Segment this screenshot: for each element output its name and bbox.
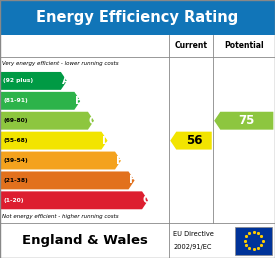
- Text: B: B: [75, 96, 83, 106]
- Text: G: G: [143, 195, 152, 205]
- Polygon shape: [0, 191, 148, 209]
- Polygon shape: [0, 72, 67, 90]
- Bar: [235, 227, 272, 255]
- Polygon shape: [0, 151, 121, 170]
- Text: F: F: [129, 175, 136, 186]
- Polygon shape: [0, 92, 81, 110]
- Text: Very energy efficient - lower running costs: Very energy efficient - lower running co…: [2, 61, 119, 66]
- Text: A: A: [62, 76, 70, 86]
- Text: (1-20): (1-20): [3, 198, 24, 203]
- Text: 56: 56: [186, 134, 202, 147]
- Text: (81-91): (81-91): [3, 98, 28, 103]
- Text: England & Wales: England & Wales: [22, 234, 147, 247]
- Text: (21-38): (21-38): [3, 178, 28, 183]
- Text: 2002/91/EC: 2002/91/EC: [173, 244, 212, 250]
- Text: EU Directive: EU Directive: [173, 231, 214, 237]
- Text: Current: Current: [175, 41, 208, 50]
- Text: E: E: [116, 156, 123, 166]
- Polygon shape: [170, 132, 212, 150]
- Polygon shape: [214, 112, 273, 130]
- Text: (55-68): (55-68): [3, 138, 28, 143]
- Polygon shape: [0, 172, 134, 189]
- Polygon shape: [0, 132, 108, 150]
- Text: (69-80): (69-80): [3, 118, 28, 123]
- Text: Not energy efficient - higher running costs: Not energy efficient - higher running co…: [2, 214, 119, 219]
- Text: (39-54): (39-54): [3, 158, 28, 163]
- Text: 75: 75: [239, 114, 255, 127]
- Text: D: D: [102, 136, 111, 146]
- Text: C: C: [89, 116, 97, 126]
- Text: Potential: Potential: [224, 41, 264, 50]
- Bar: [0, 0, 275, 35]
- Polygon shape: [0, 112, 94, 130]
- Text: Energy Efficiency Rating: Energy Efficiency Rating: [36, 10, 239, 25]
- Text: (92 plus): (92 plus): [3, 78, 34, 83]
